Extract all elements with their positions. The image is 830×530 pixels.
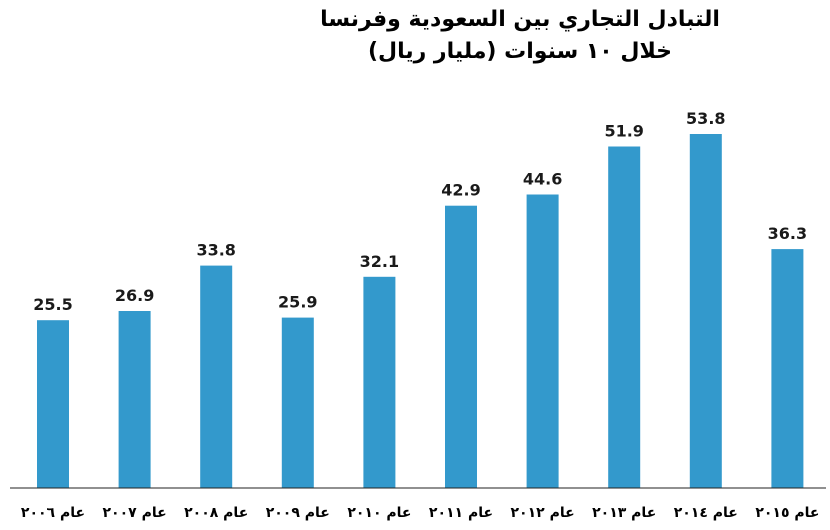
bar — [526, 194, 559, 488]
data-label: 25.5 — [33, 295, 72, 314]
data-labels-layer: 25.5 26.9 33.8 25.9 32.1 42.9 44.6 51.9 53.8 36.3 — [33, 109, 807, 314]
data-label: 32.1 — [360, 252, 399, 271]
data-label: 36.3 — [768, 224, 807, 243]
data-label: 26.9 — [115, 286, 154, 305]
bar — [608, 146, 641, 488]
x-tick-label: عام ٢٠١٣ — [592, 505, 656, 521]
bar — [200, 265, 233, 488]
x-tick-label: عام ٢٠٠٦ — [21, 505, 85, 521]
bar — [363, 276, 396, 488]
x-tick-label: عام ٢٠١٤ — [674, 505, 738, 521]
x-tick-label: عام ٢٠١٠ — [347, 505, 411, 521]
bar — [37, 320, 69, 488]
x-tick-label: عام ٢٠٠٩ — [266, 505, 330, 521]
data-label: 33.8 — [196, 241, 235, 260]
data-label: 25.9 — [278, 293, 317, 312]
x-tick-label: عام ٢٠١٢ — [511, 505, 575, 521]
bar — [118, 311, 151, 488]
data-label: 51.9 — [604, 122, 643, 141]
bars-layer — [37, 134, 804, 488]
bar — [281, 317, 314, 488]
x-tick-label: عام ٢٠٠٨ — [184, 505, 248, 521]
x-tick-label: عام ٢٠١٥ — [755, 505, 819, 521]
x-tick-labels-layer: عام ٢٠٠٦ عام ٢٠٠٧ عام ٢٠٠٨ عام ٢٠٠٩ عام ٢٠١٠… — [21, 505, 820, 521]
bar — [689, 134, 722, 488]
bar — [445, 205, 477, 488]
chart-title: التبادل التجاري بين السعودية وفرنسا خلال… — [320, 7, 720, 64]
x-tick-label: عام ٢٠١١ — [429, 505, 493, 521]
data-label: 44.6 — [523, 170, 562, 189]
x-tick-label: عام ٢٠٠٧ — [103, 505, 167, 521]
data-label: 53.8 — [686, 109, 725, 128]
bar — [771, 249, 804, 488]
data-label: 42.9 — [441, 181, 480, 200]
